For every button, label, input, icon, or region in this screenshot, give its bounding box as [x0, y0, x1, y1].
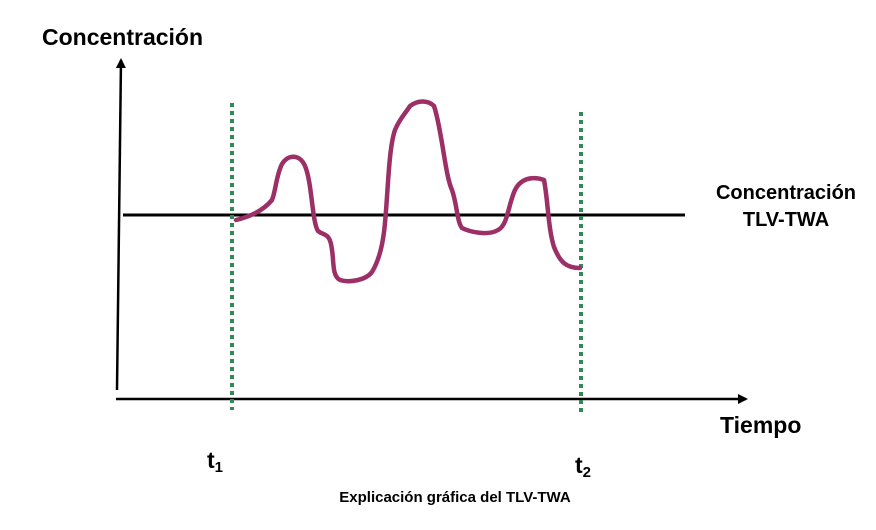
t2-label-base: t — [575, 452, 583, 478]
concentration-curve — [233, 99, 583, 284]
tlv-twa-label-line2: TLV-TWA — [743, 209, 829, 231]
y-axis-label: Concentración — [42, 24, 203, 50]
t1-label-subscript: 1 — [215, 459, 223, 476]
x-axis-label: Tiempo — [720, 412, 801, 438]
t1-label-base: t — [207, 447, 215, 473]
t2-label: t2 — [575, 452, 591, 481]
caption: Explicación gráfica del TLV-TWA — [339, 489, 571, 506]
tlv-twa-label-line1: Concentración — [716, 182, 856, 204]
y-axis — [115, 58, 126, 391]
t2-label-subscript: 2 — [583, 464, 591, 481]
t1-label: t1 — [207, 447, 223, 476]
